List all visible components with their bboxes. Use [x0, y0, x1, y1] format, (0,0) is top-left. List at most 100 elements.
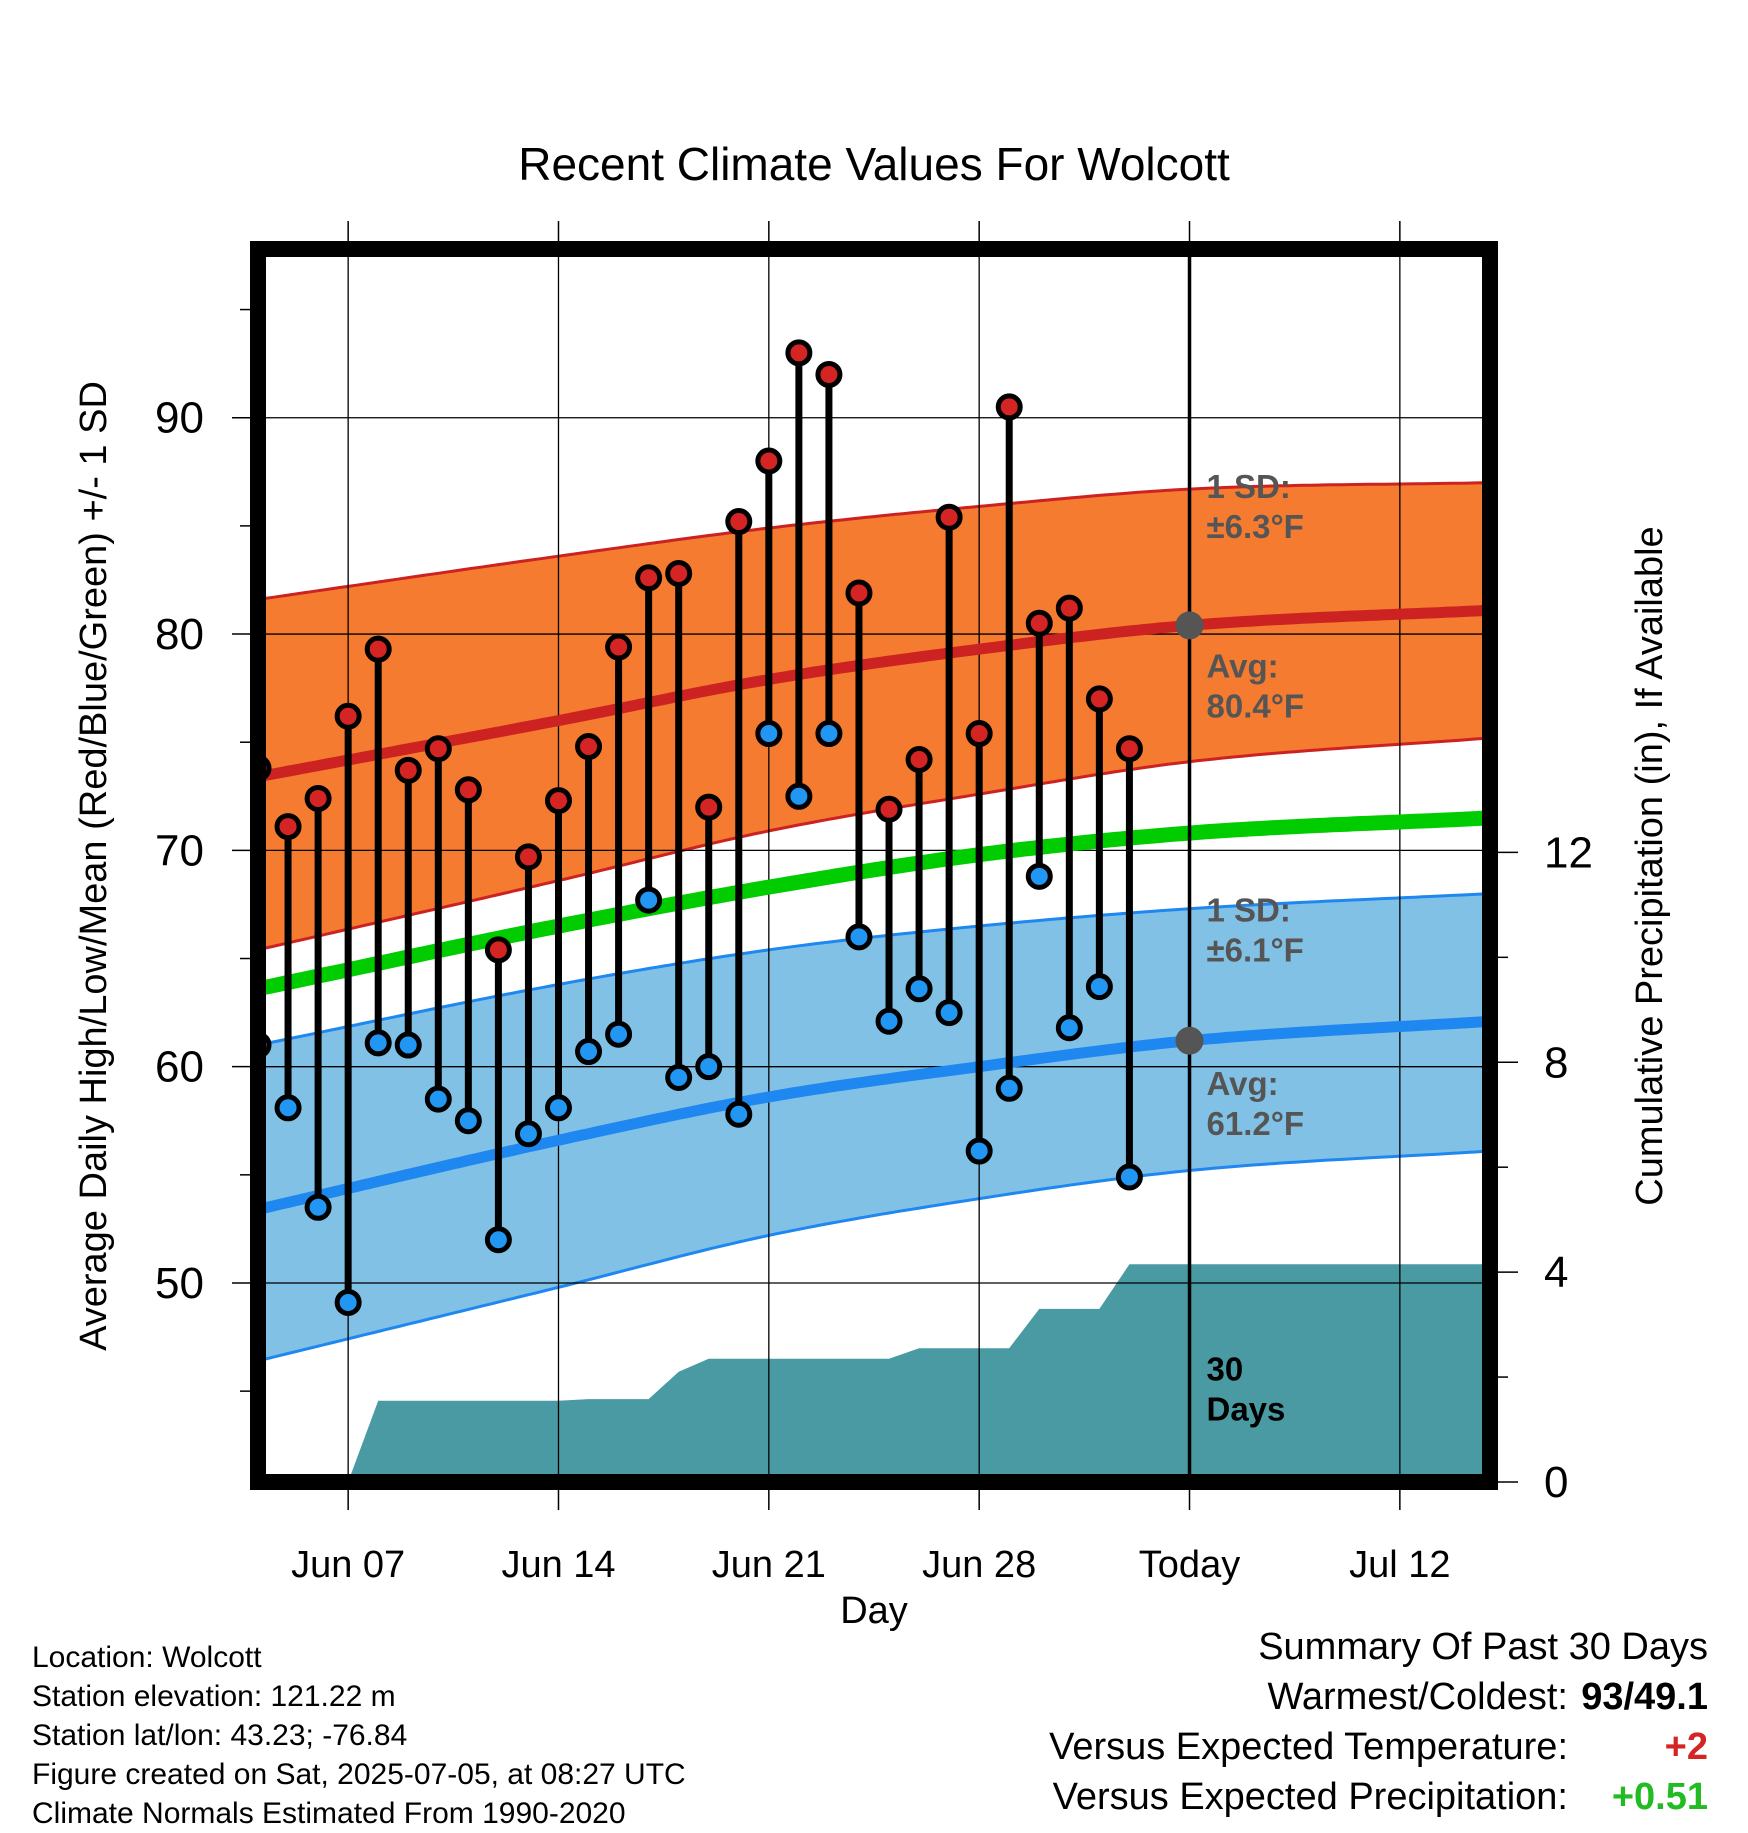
- precip-anomaly-label: Versus Expected Precipitation:: [1052, 1776, 1568, 1818]
- x-tick-label: Jun 07: [291, 1544, 405, 1586]
- daily-low-point: [635, 886, 663, 914]
- daily-high-point: [274, 813, 302, 841]
- daily-high-point: [1085, 685, 1113, 713]
- x-tick-label: Jun 21: [712, 1544, 826, 1586]
- daily-low-point: [875, 1007, 903, 1035]
- daily-low-point: [755, 720, 783, 748]
- daily-high-point: [1025, 609, 1053, 637]
- low-sd-annotation-line: 1 SD:: [1207, 892, 1291, 929]
- x-tick-label: Jul 12: [1349, 1544, 1450, 1586]
- temp-anomaly-label: Versus Expected Temperature:: [1049, 1726, 1568, 1768]
- location-text: Location: Wolcott: [32, 1641, 262, 1674]
- daily-high-point: [334, 702, 362, 730]
- daily-low-point: [544, 1094, 572, 1122]
- created-text: Figure created on Sat, 2025-07-05, at 08…: [32, 1758, 686, 1791]
- low-sd-band: [258, 893, 1490, 1361]
- daily-low-point: [1025, 862, 1053, 890]
- precip-anomaly-value: +0.51: [1611, 1776, 1708, 1818]
- daily-low-point: [364, 1029, 392, 1057]
- daily-high-point: [905, 746, 933, 774]
- daily-low-point: [785, 782, 813, 810]
- summary-title-text: Summary Of Past 30 Days: [1258, 1626, 1708, 1668]
- daily-low-point: [334, 1288, 362, 1316]
- daily-low-point: [935, 999, 963, 1027]
- low-sd-annotation-line: ±6.1°F: [1207, 932, 1304, 969]
- daily-high-point: [1148, 0, 1170, 11]
- daily-high-point: [995, 393, 1023, 421]
- y2-tick-label: 8: [1544, 1038, 1568, 1087]
- high-avg-annotation-line: Avg:: [1207, 647, 1279, 684]
- high-avg-annotation: Avg: 80.4°F: [1207, 647, 1305, 724]
- avg-high-line: [258, 604, 1490, 783]
- avg-mean-line: [258, 810, 1490, 997]
- daily-low-point: [905, 975, 933, 1003]
- daily-high-point: [665, 559, 693, 587]
- daily-high-point: [394, 756, 422, 784]
- daily-high-point: [605, 633, 633, 661]
- days-annotation-line: 30: [1207, 1350, 1244, 1387]
- daily-low-point: [454, 1107, 482, 1135]
- daily-low-point: [665, 1063, 693, 1091]
- daily-low-point: [695, 1053, 723, 1081]
- daily-high-point: [364, 635, 392, 663]
- y-tick-label: 90: [155, 394, 204, 443]
- daily-low-point: [815, 720, 843, 748]
- daily-low-point: [514, 1120, 542, 1148]
- high-sd-annotation-line: 1 SD:: [1207, 468, 1291, 505]
- daily-low-point: [1148, 0, 1170, 11]
- daily-high-point: [424, 735, 452, 763]
- daily-low-point: [605, 1020, 633, 1048]
- daily-high-point: [514, 843, 542, 871]
- high-avg-annotation-line: 80.4°F: [1207, 687, 1305, 724]
- daily-low-point: [394, 1031, 422, 1059]
- y2-axis-title: Cumulative Precipitation (in), If Availa…: [1629, 526, 1671, 1205]
- summary-panel: Summary Of Past 30 Days Warmest/Coldest:…: [1049, 1622, 1708, 1822]
- y2-tick-label: 12: [1544, 828, 1593, 877]
- days-annotation: 30 Days: [1207, 1350, 1286, 1427]
- precip-cumulative-area: [348, 1264, 1490, 1482]
- y-tick-label: 80: [155, 610, 204, 659]
- latlon-text: Station lat/lon: 43.23; -76.84: [32, 1719, 408, 1752]
- x-tick-label: Jun 28: [922, 1544, 1036, 1586]
- today-avg-low-dot: [1175, 1026, 1204, 1055]
- y-axis-title: Average Daily High/Low/Mean (Red/Blue/Gr…: [73, 381, 115, 1351]
- high-sd-lower-line: [258, 736, 1490, 952]
- warmest-value: 93/49.1: [1581, 1676, 1708, 1718]
- daily-high-point: [575, 733, 603, 761]
- high-sd-band: [258, 482, 1490, 950]
- daily-high-point: [544, 787, 572, 815]
- daily-high-point: [484, 936, 512, 964]
- daily-low-point: [575, 1038, 603, 1066]
- today-avg-high-dot: [1175, 611, 1204, 640]
- daily-high-point: [1115, 735, 1143, 763]
- warmest-label: Warmest/Coldest:: [1267, 1676, 1568, 1718]
- summary-precip-row: Versus Expected Precipitation: +0.51: [1049, 1772, 1708, 1822]
- low-avg-annotation: Avg: 61.2°F: [1207, 1065, 1305, 1142]
- daily-low-point: [304, 1193, 332, 1221]
- daily-high-point: [965, 720, 993, 748]
- low-sd-upper-line: [258, 892, 1490, 1047]
- high-sd-annotation: 1 SD: ±6.3°F: [1207, 468, 1304, 545]
- daily-low-point: [995, 1074, 1023, 1102]
- daily-low-point: [1085, 973, 1113, 1001]
- high-sd-upper-line: [258, 481, 1490, 601]
- y2-tick-label: 4: [1544, 1248, 1568, 1297]
- daily-high-point: [845, 579, 873, 607]
- plot-frame: [250, 241, 1498, 1490]
- chart-title: Recent Climate Values For Wolcott: [518, 138, 1230, 190]
- low-avg-annotation-line: Avg:: [1207, 1065, 1279, 1102]
- daily-high-point: [304, 784, 332, 812]
- low-sd-annotation: 1 SD: ±6.1°F: [1207, 892, 1304, 969]
- daily-high-point: [1055, 594, 1083, 622]
- daily-low-point: [725, 1100, 753, 1128]
- low-avg-annotation-line: 61.2°F: [1207, 1105, 1305, 1142]
- daily-low-point: [845, 923, 873, 951]
- high-sd-annotation-line: ±6.3°F: [1207, 508, 1304, 545]
- daily-low-point: [274, 1094, 302, 1122]
- daily-high-point: [635, 564, 663, 592]
- summary-warmest-row: Warmest/Coldest: 93/49.1: [1049, 1672, 1708, 1722]
- daily-high-point: [935, 503, 963, 531]
